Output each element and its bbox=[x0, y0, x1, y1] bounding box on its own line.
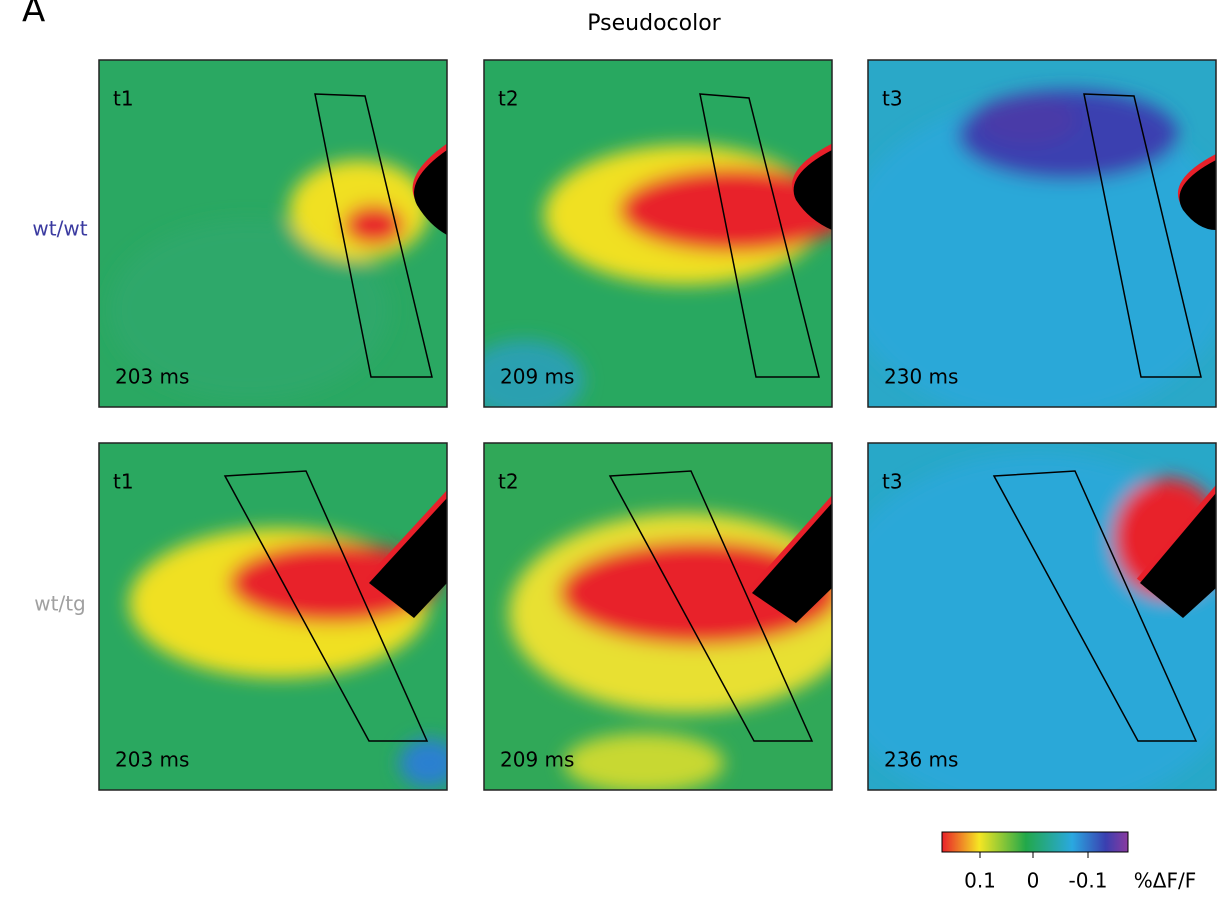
signal-blob bbox=[399, 738, 459, 788]
image-panel: t1 203 ms bbox=[99, 60, 447, 407]
time-stamp: 203 ms bbox=[115, 748, 189, 772]
row-label: wt/wt bbox=[32, 217, 87, 241]
time-stamp: 236 ms bbox=[884, 748, 958, 772]
image-panel: t3 230 ms bbox=[838, 60, 1227, 420]
time-point-label: t1 bbox=[113, 470, 134, 494]
image-panel: t1 203 ms bbox=[99, 443, 459, 790]
time-point-label: t2 bbox=[498, 470, 519, 494]
signal-blob bbox=[564, 733, 724, 793]
image-panel: t2 209 ms bbox=[484, 443, 859, 793]
time-point-label: t1 bbox=[113, 87, 134, 111]
time-stamp: 209 ms bbox=[500, 365, 574, 389]
image-panel: t2 209 ms bbox=[464, 60, 849, 420]
colorbar-tick-label: -0.1 bbox=[1068, 869, 1107, 893]
image bbox=[99, 443, 459, 790]
colorbar-tick-label: 0.1 bbox=[964, 869, 996, 893]
colorbar-unit: %ΔF/F bbox=[1134, 869, 1196, 893]
colorbar bbox=[942, 832, 1128, 852]
time-stamp: 209 ms bbox=[500, 748, 574, 772]
time-point-label: t2 bbox=[498, 87, 519, 111]
image-panel: t3 236 ms bbox=[818, 443, 1227, 813]
time-stamp: 203 ms bbox=[115, 365, 189, 389]
panel-label: A bbox=[22, 0, 45, 31]
image bbox=[484, 443, 859, 793]
image bbox=[99, 60, 447, 407]
figure-title: Pseudocolor bbox=[587, 11, 721, 36]
signal-blob bbox=[978, 95, 1078, 145]
image bbox=[818, 443, 1227, 813]
row-label: wt/tg bbox=[34, 592, 85, 616]
time-point-label: t3 bbox=[882, 470, 903, 494]
figure: A Pseudocolor wt/wt t1 203 ms t2 209 ms t3 230… bbox=[0, 0, 1227, 899]
time-point-label: t3 bbox=[882, 87, 903, 111]
time-stamp: 230 ms bbox=[884, 365, 958, 389]
colorbar-tick-label: 0 bbox=[1027, 869, 1040, 893]
